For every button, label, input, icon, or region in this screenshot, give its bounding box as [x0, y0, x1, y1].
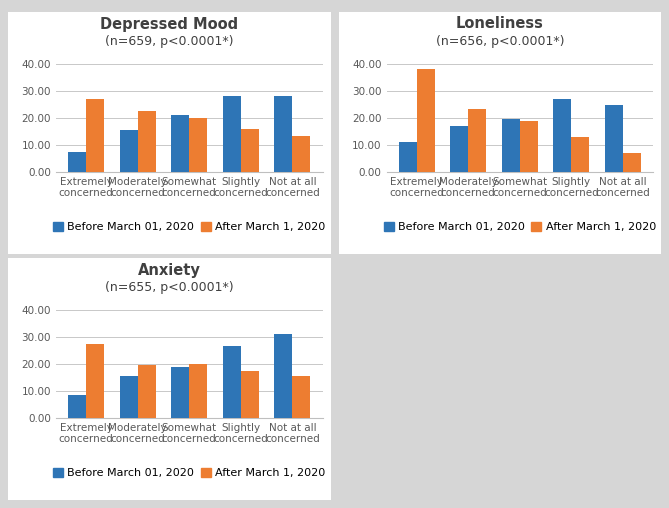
Bar [86, 344, 104, 418]
Bar [138, 365, 156, 418]
Bar [292, 136, 310, 172]
Bar [138, 111, 156, 172]
Text: Loneliness: Loneliness [456, 16, 544, 31]
Text: (n=655, p<0.0001*): (n=655, p<0.0001*) [105, 281, 233, 295]
Bar [417, 70, 435, 172]
Bar [468, 109, 486, 172]
Bar [502, 119, 520, 172]
Bar [223, 346, 241, 418]
Bar [399, 142, 417, 172]
Legend: Before March 01, 2020, After March 1, 2020: Before March 01, 2020, After March 1, 20… [379, 217, 660, 236]
Bar [520, 121, 538, 172]
Bar [189, 118, 207, 172]
Bar [120, 376, 138, 418]
Bar [68, 152, 86, 172]
Text: (n=656, p<0.0001*): (n=656, p<0.0001*) [436, 36, 564, 48]
Bar [450, 126, 468, 172]
Bar [223, 97, 241, 172]
Bar [189, 364, 207, 418]
Legend: Before March 01, 2020, After March 1, 2020: Before March 01, 2020, After March 1, 20… [49, 463, 330, 483]
Text: Anxiety: Anxiety [138, 263, 201, 277]
Legend: Before March 01, 2020, After March 1, 2020: Before March 01, 2020, After March 1, 20… [49, 217, 330, 236]
Bar [171, 367, 189, 418]
Text: (n=659, p<0.0001*): (n=659, p<0.0001*) [105, 36, 233, 48]
Bar [623, 153, 641, 172]
Bar [86, 99, 104, 172]
Bar [68, 395, 86, 418]
Bar [553, 99, 571, 172]
Bar [171, 115, 189, 172]
Bar [241, 371, 259, 418]
Bar [274, 97, 292, 172]
Bar [274, 334, 292, 418]
Bar [292, 376, 310, 418]
Bar [571, 137, 589, 172]
Bar [605, 105, 623, 172]
Bar [120, 130, 138, 172]
Bar [241, 129, 259, 172]
Text: Depressed Mood: Depressed Mood [100, 16, 238, 31]
